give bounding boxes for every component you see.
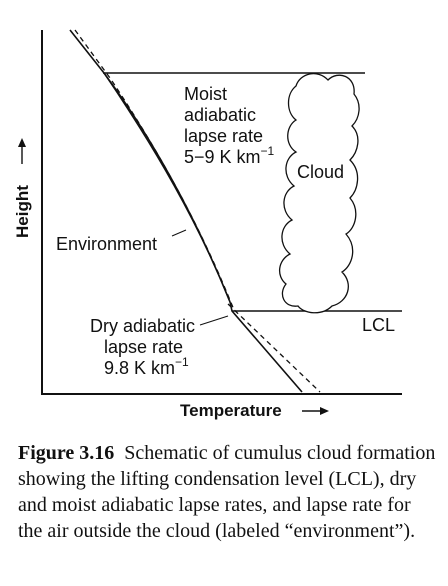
x-axis-arrow-icon [320, 407, 329, 415]
dry-label-line2: lapse rate [104, 337, 183, 357]
dry-label-line1: Dry adiabatic [90, 316, 195, 336]
environment-label: Environment [56, 234, 157, 254]
dry-rate-value: 9.8 K km [104, 358, 175, 378]
cloud-label: Cloud [297, 162, 344, 182]
dry-label-rate: 9.8 K km−1 [104, 355, 189, 378]
dry-adiabat-dashed [227, 303, 321, 393]
moist-label-line3: lapse rate [184, 126, 263, 146]
moist-label-line2: adiabatic [184, 105, 256, 125]
caption-text: Schematic of cumulus cloud formation sho… [18, 442, 436, 542]
figure-caption: Figure 3.16 Schematic of cumulus cloud fo… [18, 440, 436, 544]
cloud-outline [279, 72, 360, 314]
x-axis-label: Temperature [180, 401, 282, 420]
moist-rate-exponent: −1 [261, 144, 275, 158]
dry-label-pointer [199, 315, 229, 326]
moist-label-line1: Moist [184, 84, 227, 104]
dry-rate-exponent: −1 [175, 355, 189, 369]
y-axis-arrow-icon [18, 138, 26, 147]
moist-rate-value: 5−9 K km [184, 147, 261, 167]
lcl-label: LCL [362, 315, 395, 335]
environment-pointer [171, 229, 187, 237]
moist-label-rate: 5−9 K km−1 [184, 144, 275, 167]
moist-adiabat-dashed [74, 29, 235, 311]
figure-number: Figure 3.16 [18, 442, 115, 464]
y-axis-label: Height [13, 185, 32, 238]
lapse-rate-diagram: Moist adiabatic lapse rate 5−9 K km−1 Cl… [13, 29, 402, 420]
